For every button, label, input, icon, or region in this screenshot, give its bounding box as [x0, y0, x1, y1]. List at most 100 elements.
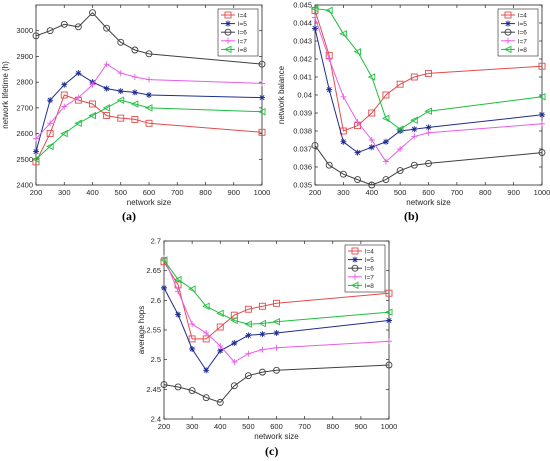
y-tick-label-b: 0.045: [293, 1, 312, 10]
x-tick-label-a: 700: [171, 188, 184, 197]
legend-marker-l=8-c: [350, 281, 359, 290]
legend-marker-l=5-a: [225, 20, 231, 27]
data-point-l=8-c: [384, 308, 393, 316]
data-point-l=6-a: [145, 50, 153, 58]
legend-marker-l=5-c: [352, 256, 358, 263]
data-point-l=4-c: [216, 323, 224, 331]
x-tick-label-c: 900: [355, 422, 368, 431]
caption-c: (c): [265, 444, 279, 458]
data-point-l=7-b: [425, 129, 432, 136]
series-line-l=8-c: [163, 259, 390, 325]
data-point-l=7-a: [89, 81, 96, 88]
y-tick-label-c: 2.4: [151, 415, 161, 424]
data-point-l=6-a: [258, 60, 266, 68]
data-point-l=7-b: [326, 56, 333, 62]
legend-label-l=4-c: l=4: [365, 249, 374, 256]
series-line-l=7-c: [163, 257, 390, 363]
data-point-l=6-a: [89, 9, 96, 17]
legend-marker-l=6-c: [351, 264, 359, 272]
data-point-l=4-b: [368, 109, 376, 117]
data-point-l=4-a: [103, 112, 111, 120]
y-tick-label-c: 2.6: [151, 296, 161, 305]
data-point-l=6-a: [46, 27, 54, 35]
data-point-l=7-b: [354, 119, 361, 125]
data-point-l=8-b: [410, 116, 418, 124]
y-tick-label-b: 0.043: [293, 37, 312, 46]
x-tick-label-b: 1000: [534, 188, 550, 197]
data-point-l=8-b: [381, 114, 390, 123]
x-tick-label-b: 800: [479, 188, 492, 197]
data-point-l=8-b: [537, 93, 546, 101]
data-point-l=7-c: [203, 329, 210, 336]
legend-label-l=4-b: l=4: [518, 13, 527, 20]
series-line-l=7-a: [35, 63, 263, 140]
data-point-l=8-a: [88, 111, 96, 120]
data-point-l=6-c: [188, 387, 196, 394]
data-point-l=5-c: [175, 311, 182, 318]
y-tick-label-b: 0.037: [293, 145, 312, 154]
y-tick-label-a: 3000: [16, 26, 33, 35]
data-point-l=5-b: [340, 138, 347, 145]
data-point-l=6-b: [538, 149, 546, 157]
y-axis-label-c: average hops: [137, 306, 146, 354]
data-point-l=4-b: [538, 62, 546, 70]
y-tick-label-c: 2.65: [146, 266, 161, 275]
series-line-l=4-b: [314, 10, 543, 132]
legend-label-l=5-b: l=5: [518, 21, 527, 28]
legend-marker-l=4-b: [504, 11, 512, 19]
data-point-l=6-b: [311, 141, 319, 149]
data-point-l=5-c: [245, 332, 252, 339]
legend-marker-l=7-a: [225, 37, 231, 44]
data-point-l=5-c: [259, 331, 266, 338]
x-tick-label-a: 900: [227, 188, 240, 197]
data-point-l=6-a: [103, 24, 111, 32]
x-tick-label-a: 800: [199, 188, 212, 197]
data-point-l=5-b: [539, 111, 545, 118]
data-point-l=7-c: [217, 343, 224, 350]
data-point-l=8-b: [339, 30, 347, 38]
data-point-l=4-c: [258, 302, 266, 310]
data-point-l=7-b: [382, 158, 389, 165]
data-point-l=6-b: [354, 176, 362, 184]
y-tick-label-a: 2400: [16, 181, 33, 190]
data-point-l=7-a: [103, 61, 110, 68]
data-point-l=8-a: [46, 142, 54, 151]
data-point-l=8-c: [244, 320, 252, 328]
data-point-l=8-c: [202, 302, 210, 310]
y-tick-label-b: 0.042: [293, 55, 312, 64]
data-point-l=4-b: [410, 73, 418, 81]
data-point-l=7-c: [189, 321, 196, 328]
x-tick-label-b: 200: [309, 188, 322, 197]
data-point-l=6-c: [258, 368, 266, 376]
data-point-l=8-b: [353, 48, 362, 56]
data-point-l=8-c: [272, 317, 280, 326]
data-point-l=8-a: [144, 104, 153, 112]
data-point-l=5-b: [354, 149, 361, 156]
series-line-l=7-b: [314, 17, 543, 163]
x-tick-label-b: 600: [422, 188, 435, 197]
legend-marker-l=4-c: [351, 247, 359, 255]
data-point-l=4-c: [244, 305, 252, 313]
x-tick-label-b: 900: [507, 188, 520, 197]
data-point-l=8-a: [130, 100, 139, 108]
data-point-l=5-a: [47, 97, 54, 104]
x-tick-label-c: 800: [326, 422, 339, 431]
data-point-l=5-a: [61, 81, 68, 88]
data-point-l=7-b: [312, 14, 318, 21]
data-point-l=4-a: [131, 115, 139, 123]
x-tick-label-b: 400: [365, 188, 378, 197]
data-point-l=5-b: [368, 144, 375, 151]
legend-marker-l=8-a: [223, 45, 232, 54]
y-tick-label-a: 2600: [16, 129, 33, 138]
data-point-l=7-a: [146, 76, 152, 83]
data-point-l=8-c: [159, 256, 168, 264]
legend-marker-l=4-a: [224, 11, 232, 19]
data-point-l=5-a: [259, 94, 265, 101]
data-point-l=8-b: [325, 6, 333, 15]
x-tick-label-c: 400: [214, 422, 227, 431]
y-tick-label-b: 0.036: [293, 163, 312, 172]
data-point-l=6-a: [60, 20, 68, 28]
series-line-l=8-b: [314, 8, 543, 130]
data-point-l=5-a: [117, 88, 124, 95]
data-point-l=6-b: [410, 161, 418, 169]
